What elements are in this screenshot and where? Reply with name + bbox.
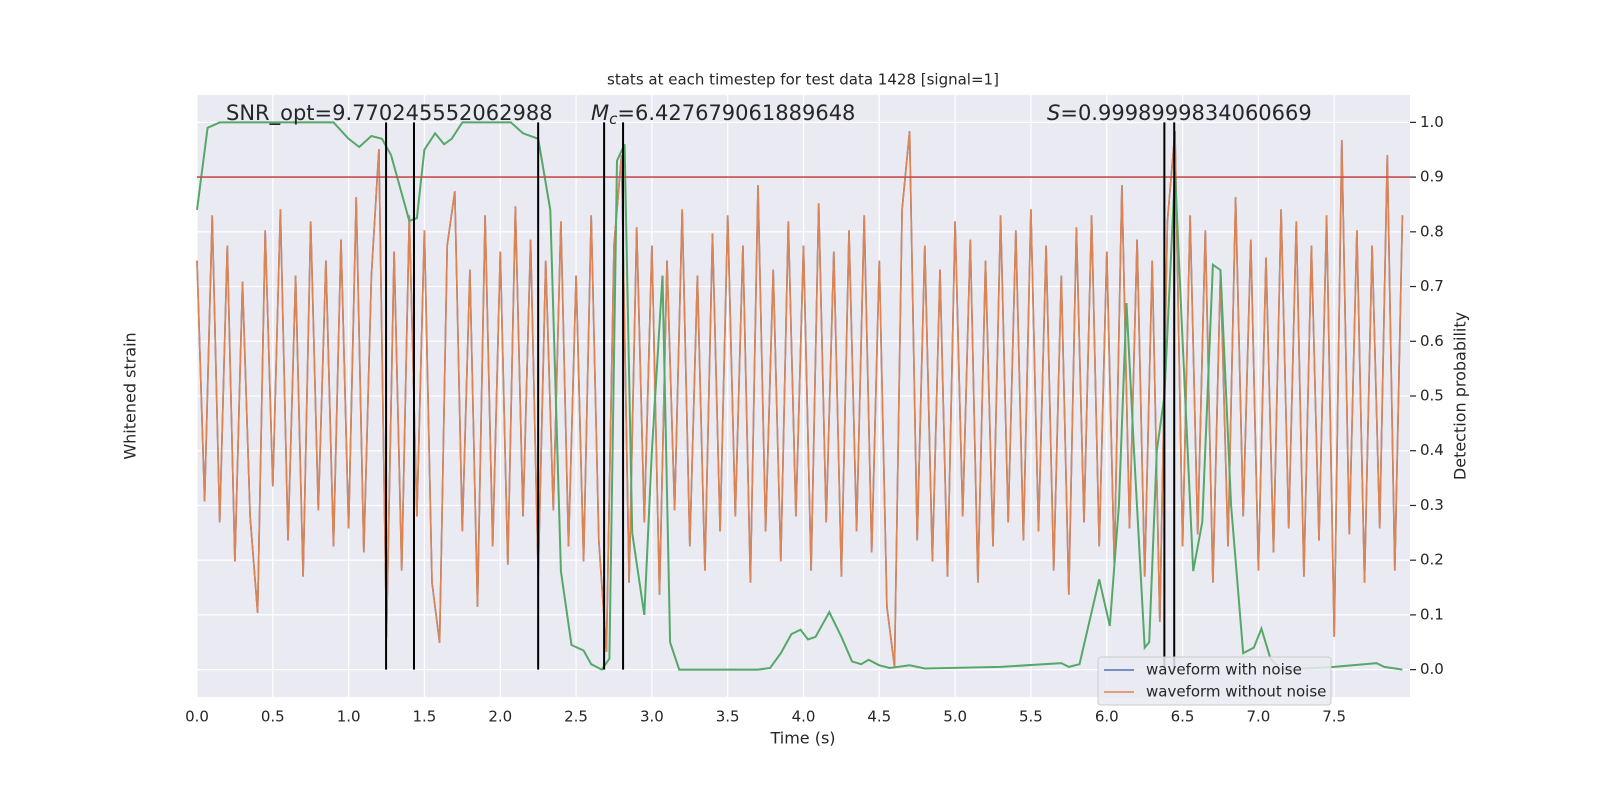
y2-tick-label: 0.7 <box>1420 277 1444 295</box>
annotation: S=0.9998999834060669 <box>1047 101 1312 125</box>
x-tick-label: 3.0 <box>640 708 664 726</box>
x-axis-label: Time (s) <box>769 729 835 748</box>
y2-tick-label: 0.9 <box>1420 168 1444 186</box>
x-tick-label: 4.5 <box>867 708 891 726</box>
y2-tick-label: 0.6 <box>1420 332 1444 350</box>
legend-label: waveform with noise <box>1146 661 1302 679</box>
series-line <box>196 121 1403 671</box>
y2-tick-label: 0.4 <box>1420 441 1444 459</box>
y2-axis-label: Detection probability <box>1451 312 1470 480</box>
x-tick-label: 6.0 <box>1095 708 1119 726</box>
x-tick-label: 6.5 <box>1171 708 1195 726</box>
annotation-subscript: c <box>609 110 618 128</box>
x-tick-label: 0.0 <box>185 708 209 726</box>
y2-tick-label: 1.0 <box>1420 113 1444 131</box>
y2-tick-label: 0.2 <box>1420 551 1444 569</box>
annotation-symbol: M <box>591 101 609 125</box>
y2-tick-label: 0.1 <box>1420 605 1444 623</box>
annotation-symbol: S <box>1047 101 1060 125</box>
chart-title: stats at each timestep for test data 142… <box>607 71 999 89</box>
y2-tick-label: 0.3 <box>1420 496 1444 514</box>
series-line <box>196 131 1404 668</box>
annotation-text: =0.9998999834060669 <box>1060 101 1311 125</box>
x-tick-label: 7.0 <box>1246 708 1270 726</box>
x-tick-label: 7.5 <box>1322 708 1346 726</box>
x-tick-label: 5.5 <box>1019 708 1043 726</box>
y-axis-label: Whitened strain <box>121 332 140 459</box>
annotation-text: =6.427679061889648 <box>617 101 855 125</box>
x-tick-label: 1.5 <box>413 708 437 726</box>
y2-tick-label: 0.0 <box>1420 660 1444 678</box>
x-tick-label: 4.0 <box>792 708 816 726</box>
y2-tick-label: 0.5 <box>1420 387 1444 405</box>
x-tick-label: 2.5 <box>564 708 588 726</box>
annotation: Mc=6.427679061889648 <box>591 101 855 128</box>
x-tick-label: 1.0 <box>337 708 361 726</box>
annotation-text: SNR_opt=9.770245552062988 <box>226 101 553 126</box>
y2-tick-label: 0.8 <box>1420 222 1444 240</box>
x-tick-label: 3.5 <box>716 708 740 726</box>
x-tick-label: 0.5 <box>261 708 285 726</box>
x-tick-label: 2.0 <box>488 708 512 726</box>
x-tick-label: 5.0 <box>943 708 967 726</box>
annotation: SNR_opt=9.770245552062988 <box>226 101 553 126</box>
legend-box <box>1097 656 1332 706</box>
legend-label: waveform without noise <box>1146 683 1326 701</box>
